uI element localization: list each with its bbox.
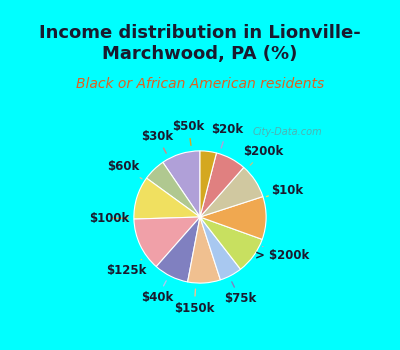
Wedge shape [200,151,216,217]
Text: $200k: $200k [243,145,284,165]
Wedge shape [188,217,220,283]
Wedge shape [200,197,266,239]
Wedge shape [163,151,200,217]
Text: City-Data.com: City-Data.com [252,127,322,136]
Text: $60k: $60k [108,160,142,179]
Text: $10k: $10k [266,184,303,197]
Text: $20k: $20k [211,123,243,148]
Wedge shape [146,162,200,217]
Wedge shape [200,153,244,217]
Wedge shape [200,217,262,269]
Wedge shape [156,217,200,282]
Text: $75k: $75k [224,282,256,306]
Wedge shape [134,217,200,267]
Wedge shape [200,217,240,280]
Text: $125k: $125k [106,259,146,277]
Wedge shape [134,178,200,219]
Text: $30k: $30k [141,130,173,153]
Wedge shape [200,167,263,217]
Text: > $200k: > $200k [256,246,310,262]
Text: $150k: $150k [174,289,214,315]
Text: $50k: $50k [172,120,205,145]
Text: $40k: $40k [141,281,174,304]
Text: Income distribution in Lionville-
Marchwood, PA (%): Income distribution in Lionville- Marchw… [39,25,361,63]
Text: Black or African American residents: Black or African American residents [76,77,324,91]
Text: $100k: $100k [89,212,129,225]
